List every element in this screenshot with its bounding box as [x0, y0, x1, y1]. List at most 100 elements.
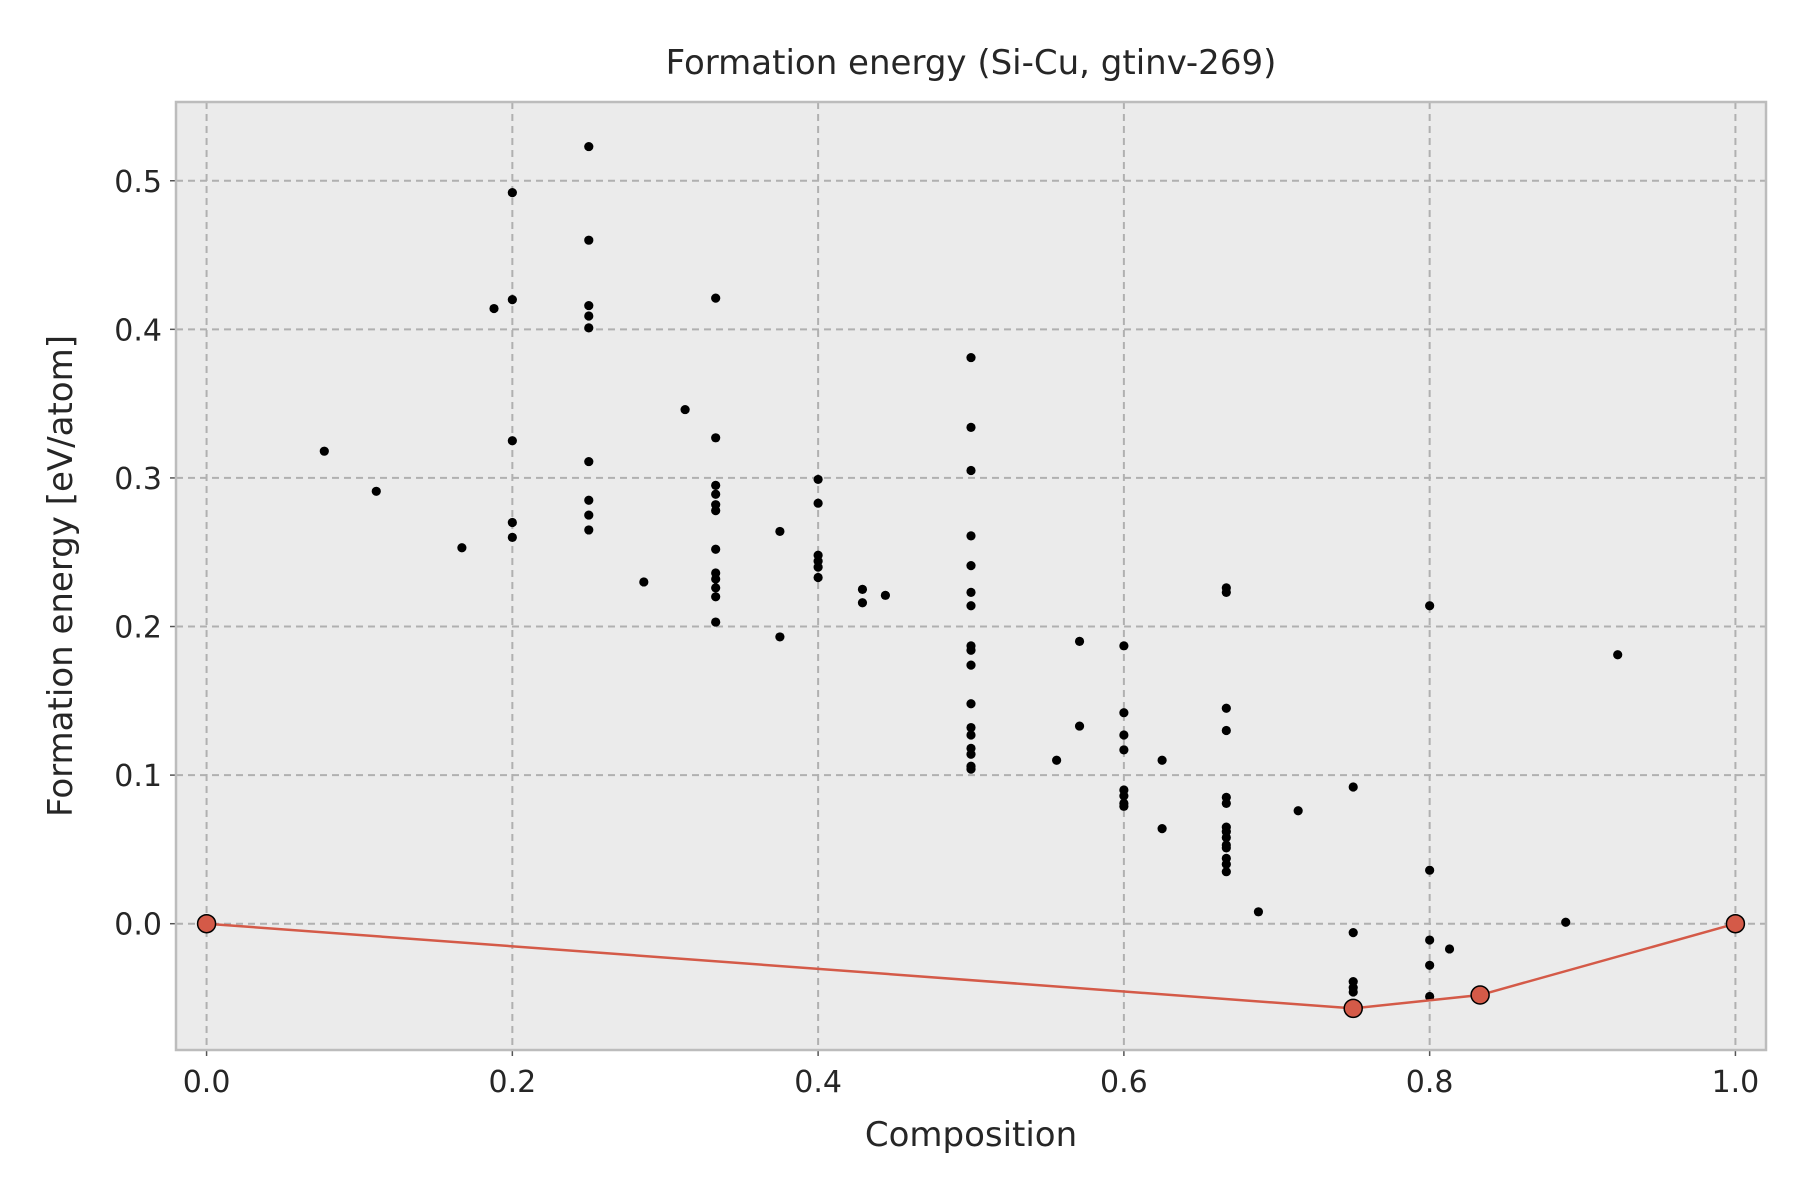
data-point: [1425, 991, 1435, 1002]
data-point: [1348, 987, 1358, 997]
data-point: [1221, 859, 1231, 869]
data-point: [711, 480, 721, 490]
data-point: [966, 352, 976, 363]
x-tick-label: 0.2: [488, 1065, 536, 1100]
hull-vertex-point: [1725, 913, 1746, 934]
data-point: [1157, 755, 1167, 765]
data-point: [489, 303, 499, 314]
data-point: [1119, 730, 1129, 740]
x-tick-label: 0.6: [1100, 1065, 1148, 1100]
hull-vertex-point: [1343, 998, 1363, 1019]
data-point: [966, 730, 976, 740]
y-tick-label: 0.5: [114, 165, 162, 200]
data-point: [1157, 824, 1167, 834]
y-axis-ticks: 0.0 0.1 0.2 0.3 0.4 0.5: [114, 165, 176, 943]
hull-vertex-point: [1470, 985, 1490, 1005]
hull-line: [206, 922, 1736, 1010]
data-point: [1221, 798, 1231, 808]
data-point: [680, 404, 690, 415]
data-point: [966, 587, 976, 597]
data-point: [1074, 721, 1085, 731]
data-point: [507, 188, 517, 198]
data-point: [966, 645, 976, 655]
data-point: [1348, 782, 1358, 792]
data-point: [457, 543, 467, 553]
data-point: [966, 722, 976, 733]
data-point: [1221, 867, 1231, 877]
data-point: [966, 601, 976, 611]
data-point: [1119, 791, 1129, 801]
data-point: [711, 433, 721, 443]
hull-vertex-point: [196, 913, 217, 934]
data-point: [1613, 650, 1623, 660]
data-point: [966, 465, 976, 476]
data-point: [966, 749, 976, 759]
data-point: [1425, 865, 1435, 875]
data-point: [584, 525, 594, 535]
data-point: [711, 506, 721, 516]
data-point: [775, 526, 785, 537]
data-point: [584, 141, 594, 152]
data-point: [639, 577, 649, 587]
data-point: [1425, 601, 1435, 611]
x-tick-label: 0.4: [794, 1065, 842, 1100]
data-point: [711, 617, 721, 627]
data-point: [1561, 917, 1571, 927]
data-point: [507, 517, 517, 528]
y-tick-label: 0.4: [114, 313, 162, 348]
data-point: [584, 495, 594, 505]
data-point: [711, 592, 721, 602]
x-axis-label: Composition: [865, 1115, 1077, 1155]
data-point: [319, 446, 329, 456]
y-tick-label: 0.2: [114, 611, 162, 646]
data-point: [966, 660, 976, 670]
data-point: [1119, 801, 1129, 811]
data-point: [711, 574, 721, 584]
data-point: [371, 486, 381, 496]
data-point: [813, 562, 823, 572]
data-point: [711, 583, 721, 593]
data-point: [1425, 935, 1435, 945]
data-point: [711, 489, 721, 499]
data-point: [711, 544, 721, 554]
y-axis-label: Formation energy [eV/atom]: [41, 335, 81, 817]
data-point: [966, 531, 976, 541]
y-tick-label: 0.3: [114, 462, 162, 497]
x-axis-ticks: 0.0 0.2 0.4 0.6 0.8 1.0: [183, 1050, 1760, 1100]
data-point: [880, 590, 890, 600]
data-point: [966, 764, 976, 774]
x-tick-label: 0.8: [1406, 1065, 1454, 1100]
data-point: [1119, 708, 1129, 718]
data-point: [1425, 960, 1435, 970]
grid-lines: [176, 102, 1766, 1050]
data-point: [1221, 725, 1231, 736]
data-point: [584, 311, 594, 321]
data-point: [507, 295, 517, 305]
plot-frame: [174, 100, 1768, 1052]
data-point: [1444, 944, 1455, 954]
data-point: [813, 498, 823, 508]
plot-area: 0.0 0.2 0.4 0.6 0.8 1.0 0.0 0.1 0.2 0.3 0.4 0.5: [114, 100, 1768, 1100]
data-point: [775, 632, 785, 642]
data-point: [857, 598, 868, 608]
data-point: [857, 584, 868, 594]
x-tick-label: 1.0: [1712, 1065, 1760, 1100]
y-tick-label: 0.1: [114, 759, 162, 794]
chart-title: Formation energy (Si-Cu, gtinv-269): [666, 43, 1277, 83]
data-point: [507, 532, 517, 542]
plot-background: [176, 102, 1766, 1050]
data-point: [584, 300, 594, 311]
data-point: [813, 474, 823, 485]
data-point: [966, 699, 976, 709]
data-point: [1348, 928, 1358, 938]
data-point: [1221, 587, 1231, 597]
y-tick-label: 0.0: [114, 908, 162, 943]
data-point: [1074, 636, 1085, 646]
data-point: [1253, 907, 1264, 917]
data-point: [1221, 703, 1231, 713]
data-points: [319, 141, 1623, 1002]
data-point: [584, 510, 594, 520]
data-point: [966, 422, 976, 433]
data-point: [1221, 843, 1231, 853]
